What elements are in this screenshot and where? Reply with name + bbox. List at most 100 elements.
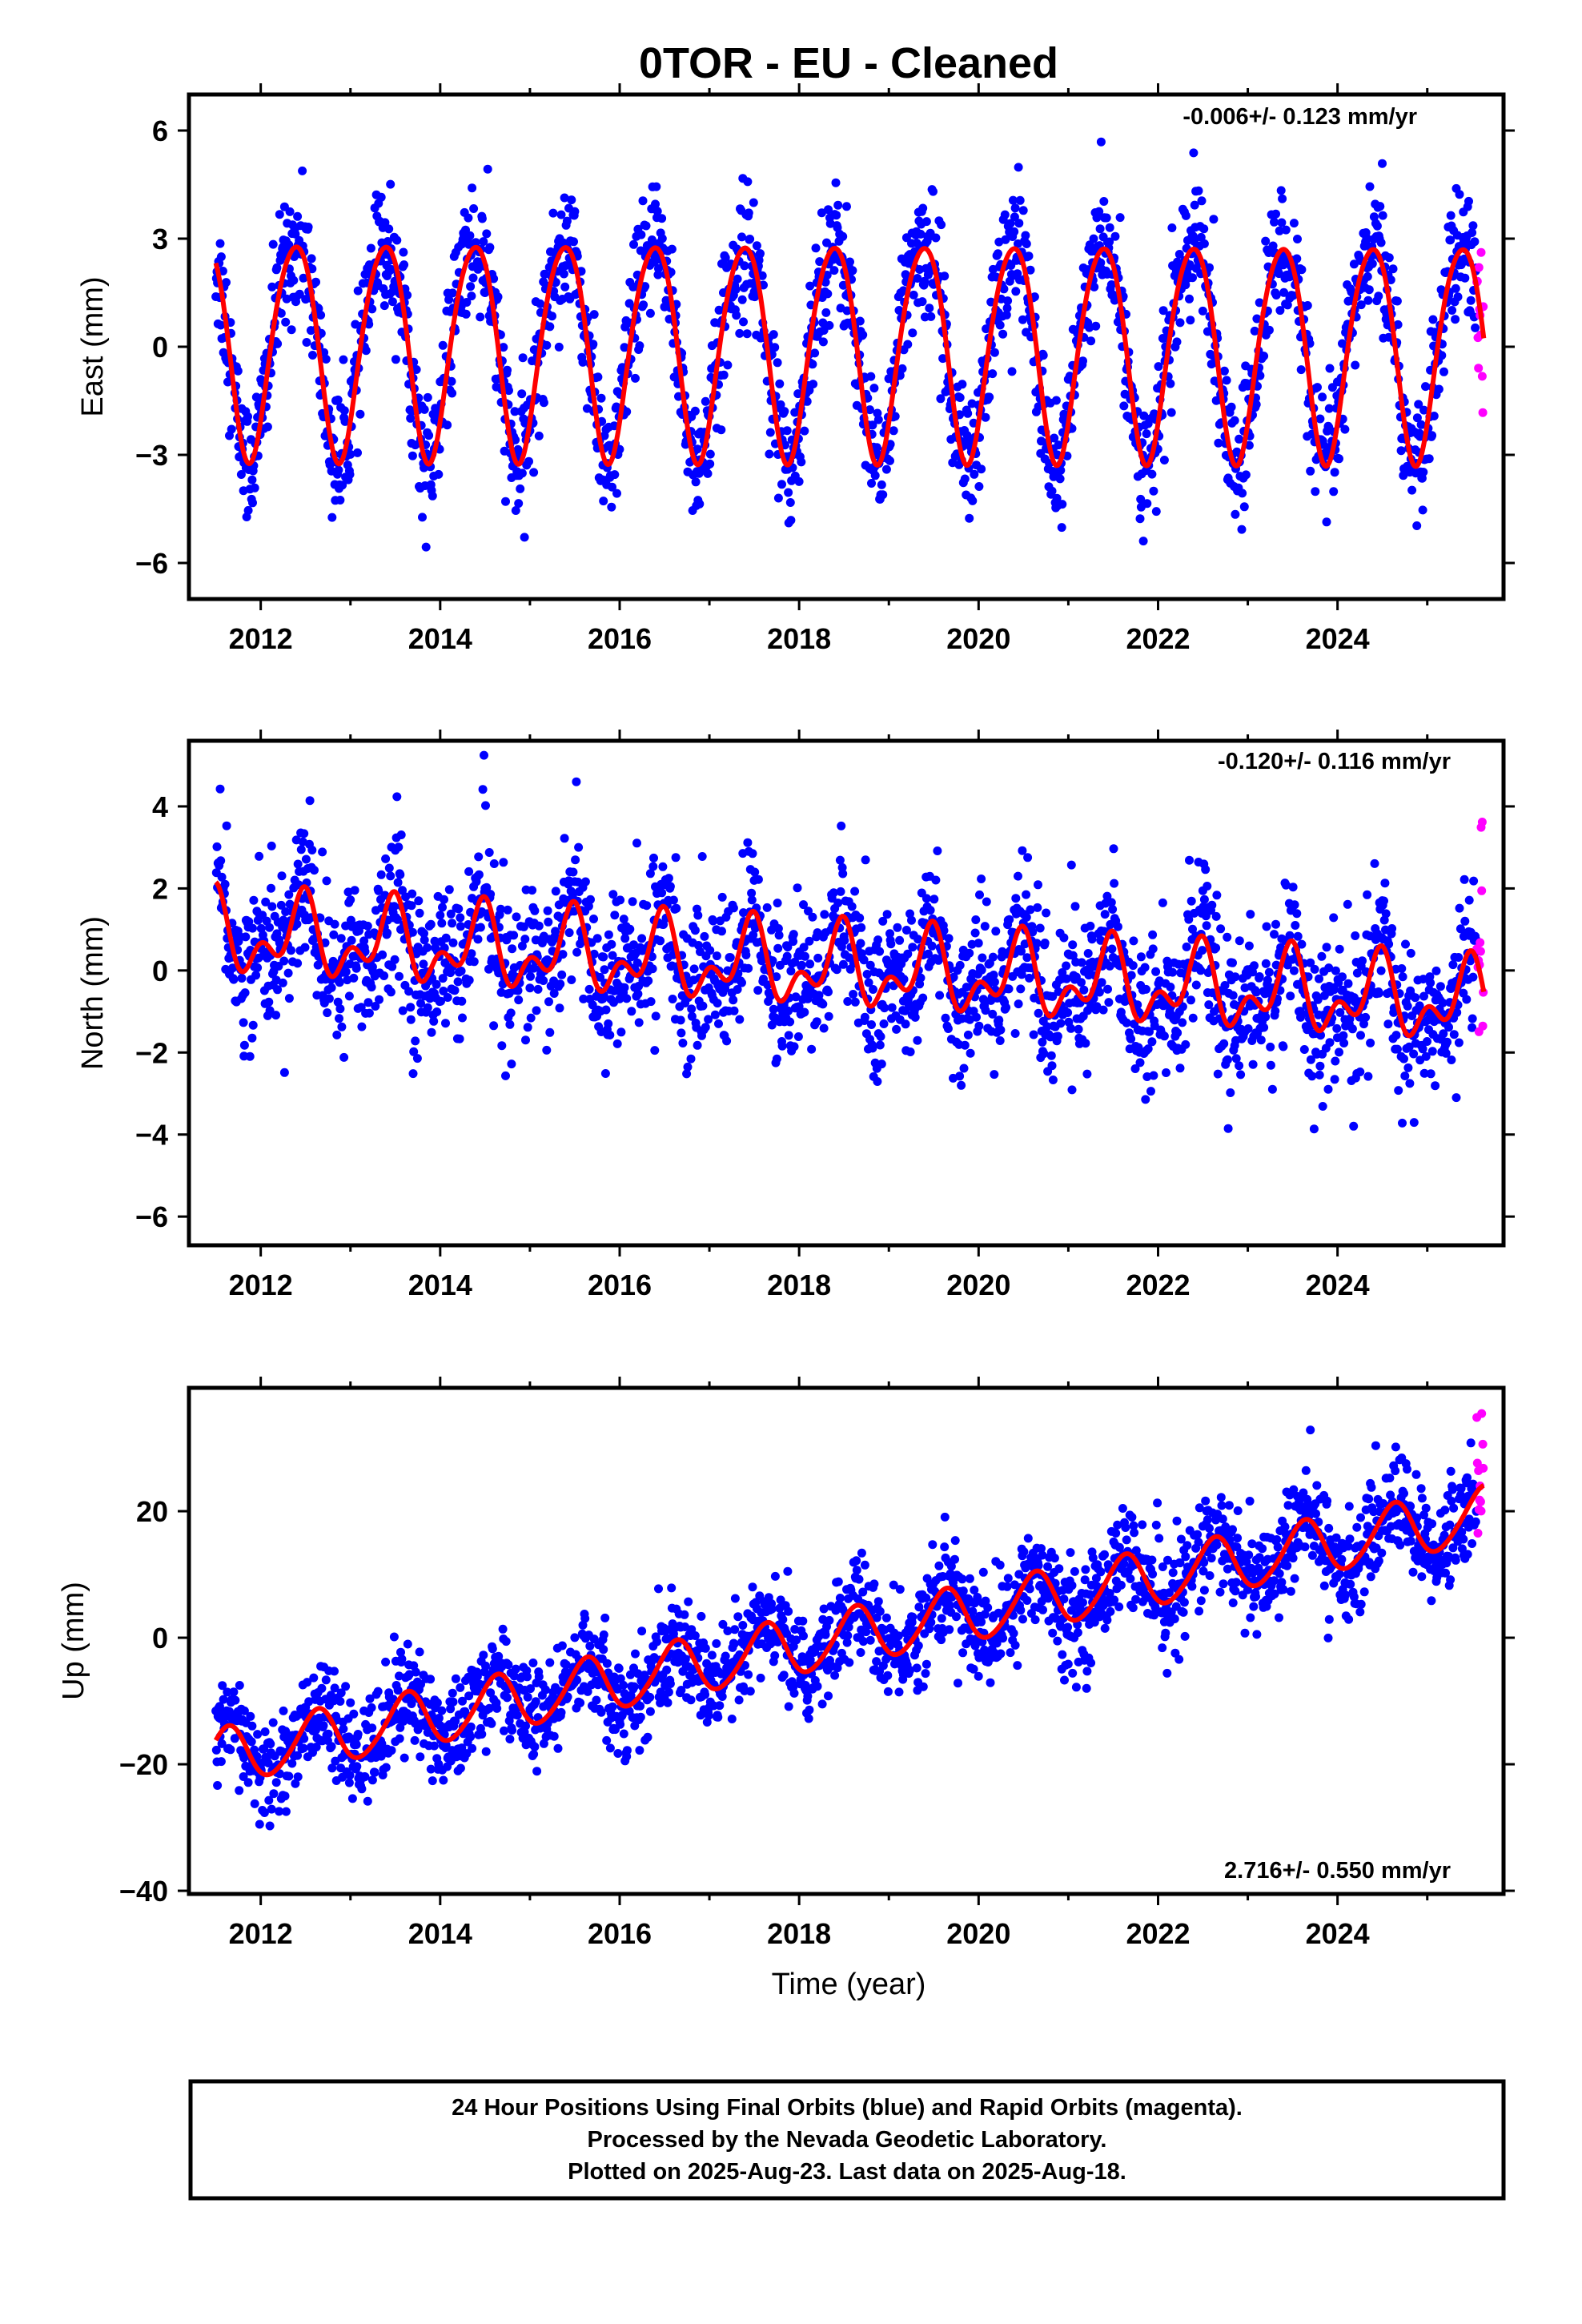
final-orbit-point [981,1006,990,1015]
final-orbit-point [308,351,317,360]
final-orbit-point [336,1688,346,1698]
final-orbit-point [917,297,927,307]
final-orbit-point [1159,1031,1169,1041]
final-orbit-point [246,1711,255,1721]
final-orbit-point [430,936,440,946]
final-orbit-point [287,946,295,955]
final-orbit-point [484,848,494,857]
final-orbit-point [1048,1076,1058,1084]
final-orbit-point [753,875,763,884]
final-orbit-point [1141,1095,1150,1104]
x-tick-label: 2024 [1306,622,1370,655]
final-orbit-point [789,937,798,947]
final-orbit-point [649,853,658,862]
final-orbit-point [642,901,652,911]
final-orbit-point [1288,883,1298,892]
final-orbit-point [1313,995,1323,1004]
final-orbit-point [1468,221,1478,231]
final-orbit-point [638,196,648,206]
final-orbit-point [833,200,843,210]
final-orbit-point [266,1739,275,1749]
final-orbit-point [1412,521,1422,530]
final-orbit-point [1203,882,1212,891]
final-orbit-point [1205,263,1214,272]
final-orbit-point [908,943,917,952]
final-orbit-point [678,1039,688,1047]
final-orbit-point [1276,186,1286,195]
final-orbit-point [222,278,231,287]
final-orbit-point [239,1040,249,1050]
final-orbit-point [349,1709,359,1719]
final-orbit-point [1181,280,1191,290]
final-orbit-point [1363,296,1373,305]
final-orbit-point [1452,1007,1462,1017]
final-orbit-point [486,890,496,899]
final-orbit-point [933,846,942,855]
y-tick-label: −4 [135,1119,168,1152]
final-orbit-point [423,392,432,402]
final-orbit-point [1062,974,1071,983]
final-orbit-point [1399,1054,1408,1063]
final-orbit-point [319,1721,328,1731]
final-orbit-point [905,909,914,919]
final-orbit-point [1002,1003,1011,1012]
final-orbit-point [426,919,436,929]
final-orbit-point [593,372,603,382]
final-orbit-point [850,887,860,896]
final-orbit-point [876,1031,885,1041]
final-orbit-point [1133,1000,1142,1010]
final-orbit-point [410,1735,420,1745]
final-orbit-point [570,207,580,216]
final-orbit-point [1426,1069,1435,1079]
final-orbit-point [345,470,355,479]
final-orbit-point [420,935,429,945]
final-orbit-point [393,915,402,924]
final-orbit-point [363,998,373,1007]
final-orbit-point [499,858,508,867]
final-orbit-point [243,505,253,515]
final-orbit-point [645,869,655,879]
final-orbit-point [504,386,513,396]
final-orbit-point [1136,952,1146,962]
final-orbit-point [1068,940,1078,950]
final-orbit-point [1421,1051,1431,1061]
final-orbit-point [1018,315,1027,324]
final-orbit-point [476,312,485,322]
final-orbit-point [1052,493,1062,503]
final-orbit-point [879,1019,889,1028]
final-orbit-point [528,886,537,895]
final-orbit-point [1297,265,1307,275]
final-orbit-point [765,991,775,1001]
final-orbit-point [1181,211,1191,220]
final-orbit-point [1022,890,1031,899]
final-orbit-point [235,1681,244,1690]
final-orbit-point [977,875,986,883]
final-orbit-point [1158,898,1167,907]
final-orbit-point [741,951,751,959]
final-orbit-point [657,214,667,223]
final-orbit-point [1023,853,1033,862]
final-orbit-point [867,479,876,488]
final-orbit-point [789,930,798,939]
final-orbit-point [427,1027,436,1037]
final-orbit-point [652,207,662,216]
final-orbit-point [428,1776,437,1786]
final-orbit-point [330,919,339,929]
final-orbit-point [298,166,307,175]
final-orbit-point [1347,1024,1357,1034]
final-orbit-point [877,480,886,489]
final-orbit-point [657,888,667,898]
final-orbit-point [820,910,829,919]
final-orbit-point [406,1003,416,1012]
final-orbit-point [1186,316,1195,325]
final-orbit-point [1349,1121,1359,1131]
final-orbit-point [668,995,677,1003]
final-orbit-point [469,204,479,213]
final-orbit-point [784,1006,793,1015]
x-tick-label: 2022 [1126,1269,1190,1301]
final-orbit-point [1236,1070,1246,1080]
final-orbit-point [584,902,593,911]
final-orbit-point [560,834,569,843]
final-orbit-point [1418,505,1427,515]
final-orbit-point [1010,227,1019,236]
